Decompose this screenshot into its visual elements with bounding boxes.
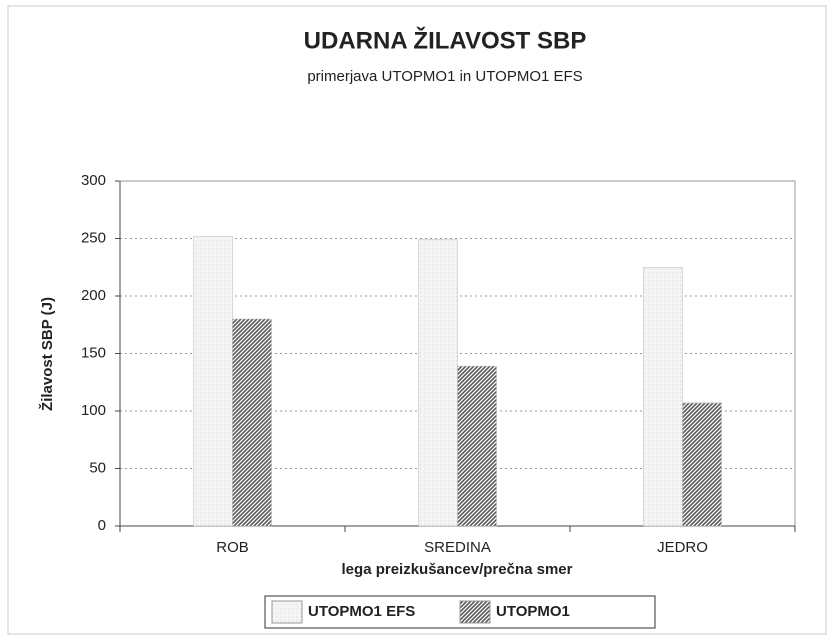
bar: [418, 239, 458, 527]
y-tick-label: 100: [81, 402, 106, 419]
x-tick-label: ROB: [216, 539, 249, 556]
frame: [7, 5, 827, 635]
bar: [193, 235, 233, 527]
y-tick-label: 200: [81, 287, 106, 304]
x-axis-title: lega preizkušancev/prečna smer: [342, 561, 573, 578]
chart-subtitle: primerjava UTOPMO1 in UTOPMO1 EFS: [307, 68, 582, 85]
legend-label: UTOPMO1 EFS: [308, 603, 415, 620]
legend-swatch: [459, 600, 491, 624]
chart-title: UDARNA ŽILAVOST SBP: [304, 26, 587, 54]
x-tick-label: SREDINA: [424, 539, 491, 556]
y-tick-label: 50: [89, 459, 106, 476]
legend-label: UTOPMO1: [496, 603, 570, 620]
bar: [232, 318, 272, 527]
legend-swatch: [271, 600, 303, 624]
y-tick-label: 250: [81, 229, 106, 246]
bar: [457, 365, 497, 527]
y-axis-title: Žilavost SBP (J): [38, 297, 56, 411]
y-tick-label: 300: [81, 172, 106, 189]
bar: [643, 267, 683, 527]
y-tick-label: 150: [81, 344, 106, 361]
y-tick-label: 0: [98, 517, 106, 534]
bar: [682, 402, 722, 527]
x-tick-label: JEDRO: [657, 539, 708, 556]
